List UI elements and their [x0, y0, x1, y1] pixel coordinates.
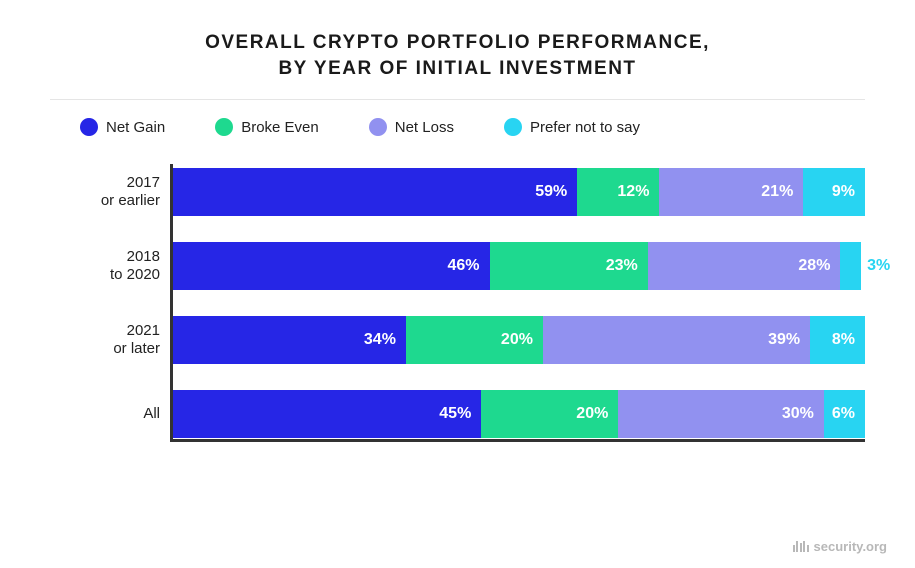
x-axis — [170, 439, 865, 442]
security-org-icon — [793, 541, 809, 552]
bar-segment: 6% — [824, 390, 865, 438]
bar-segment: 59% — [173, 168, 577, 216]
bar-segment: 46% — [173, 242, 490, 290]
chart-row: 2018 to 202046%23%28%3% — [170, 238, 865, 294]
bar-segment: 23% — [490, 242, 648, 290]
legend-swatch — [369, 118, 387, 136]
bar-segment: 12% — [577, 168, 659, 216]
legend-label: Broke Even — [241, 119, 319, 136]
stacked-bar: 34%20%39%8% — [173, 316, 865, 364]
bar-segment: 28% — [648, 242, 841, 290]
chart-area: 2017 or earlier59%12%21%9%2018 to 202046… — [50, 164, 865, 442]
chart-title: OVERALL CRYPTO PORTFOLIO PERFORMANCE, BY… — [50, 30, 865, 81]
chart-row: All45%20%30%6% — [170, 386, 865, 442]
bar-segment: 20% — [406, 316, 543, 364]
bar-segment: 39% — [543, 316, 810, 364]
chart-row: 2017 or earlier59%12%21%9% — [170, 164, 865, 220]
stacked-bar: 59%12%21%9% — [173, 168, 865, 216]
title-line-2: BY YEAR OF INITIAL INVESTMENT — [50, 56, 865, 82]
bar-segment: 3% — [840, 242, 861, 290]
legend-item: Broke Even — [215, 118, 319, 136]
legend-swatch — [504, 118, 522, 136]
legend-item: Prefer not to say — [504, 118, 640, 136]
stacked-bar: 46%23%28%3% — [173, 242, 861, 290]
legend: Net Gain Broke Even Net Loss Prefer not to … — [50, 118, 865, 136]
bar-segment: 21% — [659, 168, 803, 216]
row-label: 2021 or later — [50, 322, 160, 360]
legend-swatch — [80, 118, 98, 136]
bar-segment: 8% — [810, 316, 865, 364]
bar-segment: 9% — [803, 168, 865, 216]
legend-swatch — [215, 118, 233, 136]
footer-text: security.org — [814, 539, 887, 554]
row-label: 2018 to 2020 — [50, 248, 160, 286]
stacked-bar: 45%20%30%6% — [173, 390, 865, 438]
chart-row: 2021 or later34%20%39%8% — [170, 312, 865, 368]
bar-segment: 45% — [173, 390, 481, 438]
legend-label: Net Loss — [395, 119, 454, 136]
row-label: 2017 or earlier — [50, 174, 160, 212]
legend-label: Net Gain — [106, 119, 165, 136]
row-label: All — [50, 405, 160, 424]
segment-value: 3% — [867, 257, 890, 275]
bar-segment: 20% — [481, 390, 618, 438]
legend-label: Prefer not to say — [530, 119, 640, 136]
title-line-1: OVERALL CRYPTO PORTFOLIO PERFORMANCE, — [50, 30, 865, 56]
legend-item: Net Gain — [80, 118, 165, 136]
footer-attribution: security.org — [793, 539, 887, 554]
bar-segment: 34% — [173, 316, 406, 364]
divider — [50, 99, 865, 100]
legend-item: Net Loss — [369, 118, 454, 136]
bar-segment: 30% — [618, 390, 824, 438]
